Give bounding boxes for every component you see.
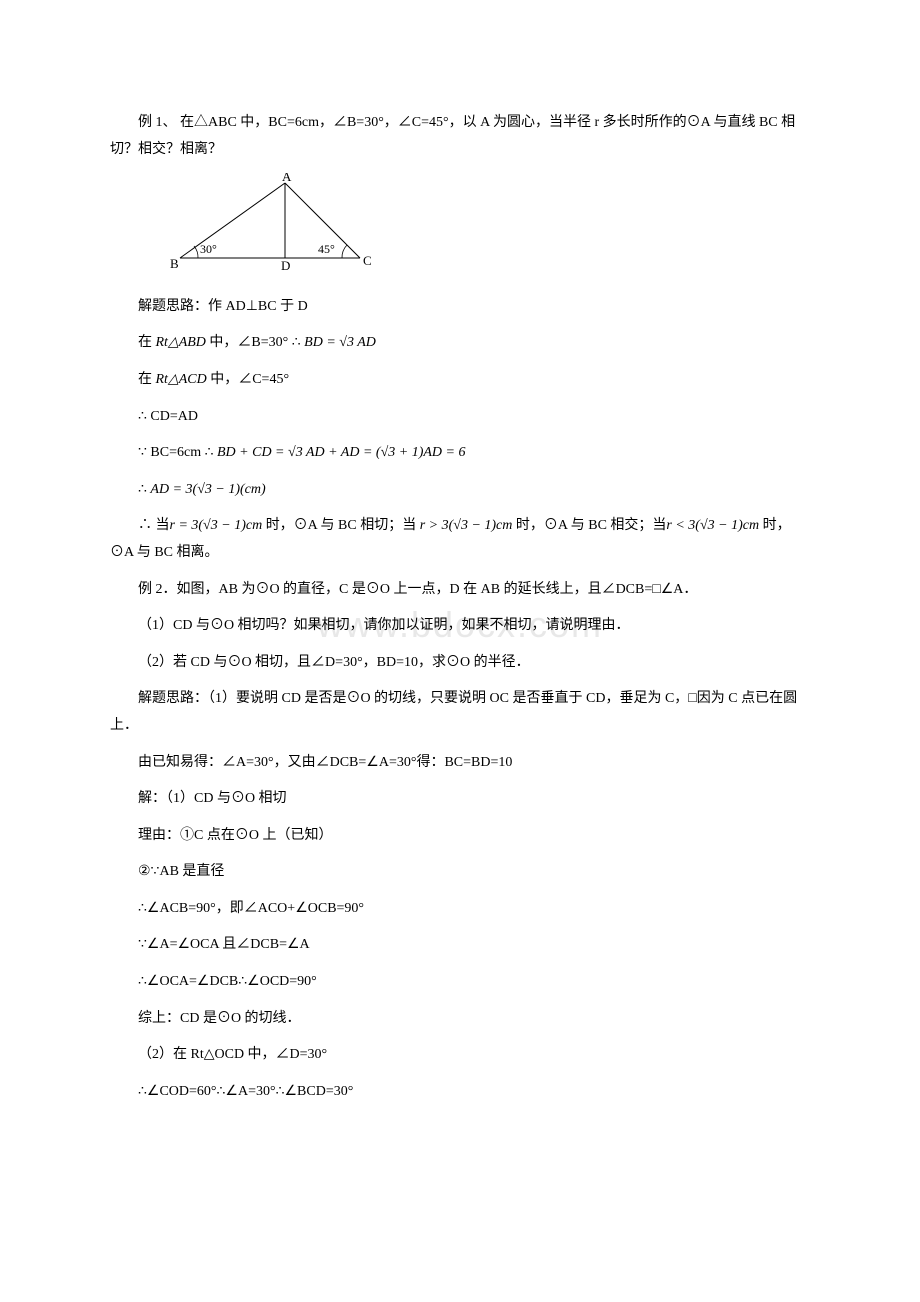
q1: （1）CD 与⊙O 相切吗？如果相切，请你加以证明，如果不相切，请说明理由．: [110, 613, 810, 640]
bd-eq: BD = √3 AD: [304, 335, 376, 350]
rt-abd: Rt△ABD: [156, 335, 206, 350]
solution2-step-acb: ∴∠ACB=90°，即∠ACO+∠OCB=90°: [110, 896, 810, 923]
conc-2: 时，⊙A 与 BC 相切；当: [262, 518, 420, 533]
r-lt: r < 3(√3 − 1)cm: [666, 518, 759, 533]
step3-prefix: 在: [138, 372, 156, 387]
rt-acd: Rt△ACD: [156, 372, 207, 387]
r-eq: r = 3(√3 − 1)cm: [170, 518, 263, 533]
conc-1: ∴ 当: [138, 518, 170, 533]
q2: （2）若 CD 与⊙O 相切，且∠D=30°，BD=10，求⊙O 的半径．: [110, 650, 810, 677]
solution2-intro: 解题思路：（1）要说明 CD 是否是⊙O 的切线，只要说明 OC 是否垂直于 C…: [110, 686, 810, 739]
step2-mid: 中，∠B=30° ∴: [206, 335, 304, 350]
r-gt: r > 3(√3 − 1)cm: [420, 518, 513, 533]
solution2-step-ocd: ∴∠OCA=∠DCB∴∠OCD=90°: [110, 969, 810, 996]
solution-step-2: 在 Rt△ABD 中，∠B=30° ∴ BD = √3 AD: [110, 330, 810, 357]
step5-prefix: ∵ BC=6cm ∴: [138, 445, 217, 460]
vertex-d: D: [281, 258, 290, 273]
solution-step-6: ∴ AD = 3(√3 − 1)(cm): [110, 477, 810, 504]
solution-step-1: 解题思路：作 AD⊥BC 于 D: [110, 294, 810, 321]
solution2-known: 由已知易得：∠A=30°，又由∠DCB=∠A=30°得：BC=BD=10: [110, 750, 810, 777]
bd-cd-eq: BD + CD = √3 AD + AD = (√3 + 1)AD = 6: [217, 445, 465, 460]
solution2-part2: （2）在 Rt△OCD 中，∠D=30°: [110, 1042, 810, 1069]
step3-suffix: 中，∠C=45°: [207, 372, 289, 387]
example-2-problem: 例 2．如图，AB 为⊙O 的直径，C 是⊙O 上一点，D 在 AB 的延长线上…: [110, 577, 810, 604]
vertex-c: C: [363, 253, 372, 268]
solution2-summary: 综上：CD 是⊙O 的切线．: [110, 1006, 810, 1033]
solution-step-5: ∵ BC=6cm ∴ BD + CD = √3 AD + AD = (√3 + …: [110, 440, 810, 467]
angle-c-label: 45°: [318, 242, 335, 256]
step2-prefix: 在: [138, 335, 156, 350]
ad-eq: AD = 3(√3 − 1)(cm): [150, 482, 265, 497]
solution-step-4: ∴ CD=AD: [110, 404, 810, 431]
solution-conclusion: ∴ 当r = 3(√3 − 1)cm 时，⊙A 与 BC 相切；当 r > 3(…: [110, 513, 810, 566]
step6-prefix: ∴: [138, 482, 150, 497]
solution-step-3: 在 Rt△ACD 中，∠C=45°: [110, 367, 810, 394]
vertex-a: A: [282, 173, 292, 184]
solution2-step-angles: ∵∠A=∠OCA 且∠DCB=∠A: [110, 932, 810, 959]
solution2-reason2: ②∵AB 是直径: [110, 859, 810, 886]
triangle-diagram: A B C D 30° 45°: [170, 173, 810, 284]
conc-3: 时，⊙A 与 BC 相交；当: [512, 518, 666, 533]
angle-b-label: 30°: [200, 242, 217, 256]
example-1-problem: 例 1、 在△ABC 中，BC=6cm，∠B=30°，∠C=45°，以 A 为圆…: [110, 110, 810, 163]
solution2-cod: ∴∠COD=60°∴∠A=30°∴∠BCD=30°: [110, 1079, 810, 1106]
solution2-reason1: 理由：①C 点在⊙O 上（已知）: [110, 823, 810, 850]
vertex-b: B: [170, 256, 179, 271]
solution2-answer: 解：（1）CD 与⊙O 相切: [110, 786, 810, 813]
